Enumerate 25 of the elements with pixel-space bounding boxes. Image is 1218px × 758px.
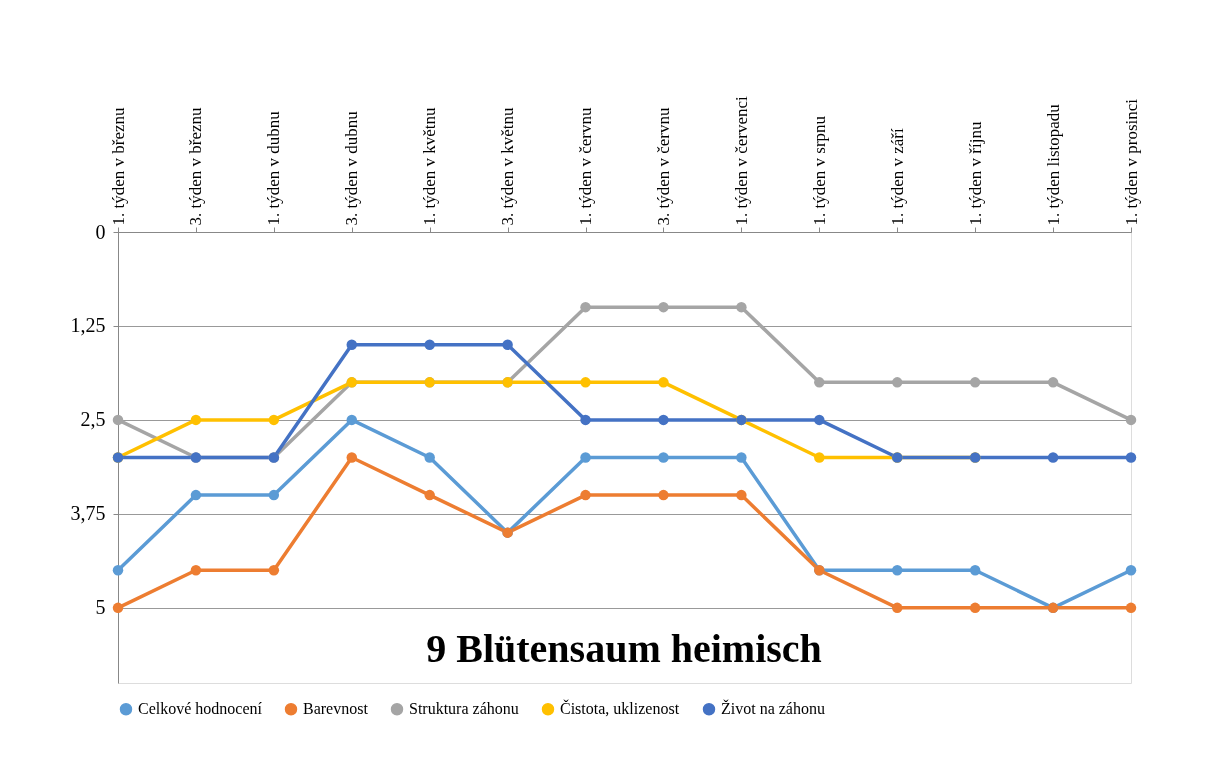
legend-label: Barevnost [303, 700, 369, 718]
x-tick-label: 1. týden v srpnu [809, 115, 829, 226]
x-tick-label: 1. týden v květnu [420, 106, 440, 226]
x-tick-label: 1. týden v prosinci [1121, 98, 1141, 226]
x-tick-label: 1. týden v červenci [731, 95, 751, 226]
y-tick-label: 2,5 [80, 408, 106, 431]
y-tick-label: 3,75 [70, 502, 106, 525]
legend-label: Celkové hodnocení [138, 700, 263, 718]
y-tick-label: 1,25 [70, 314, 106, 337]
x-tick-label: 3. týden v červnu [653, 106, 673, 226]
x-tick-label: 1. týden v dubnu [264, 110, 284, 226]
x-tick-label: 1. týden v září [887, 127, 907, 226]
x-tick-label: 3. týden v březnu [186, 106, 206, 226]
x-tick-label: 1. týden v červnu [576, 106, 596, 226]
text: 9 Blütensaum heimisch [426, 626, 822, 671]
x-tick-label: 1. týden listopadu [1043, 103, 1063, 226]
y-tick-label: 0 [95, 220, 106, 243]
x-tick-label: 1. týden v březnu [108, 106, 128, 226]
x-tick-label: 3. týden v dubnu [342, 110, 362, 226]
y-tick-label: 5 [95, 596, 106, 619]
legend-label: Život na záhonu [721, 699, 825, 718]
x-tick-label: 1. týden v říjnu [965, 121, 985, 226]
legend-label: Čistota, uklizenost [560, 699, 680, 718]
x-tick-label: 3. týden v květnu [498, 106, 518, 226]
legend-label: Struktura záhonu [409, 700, 519, 718]
